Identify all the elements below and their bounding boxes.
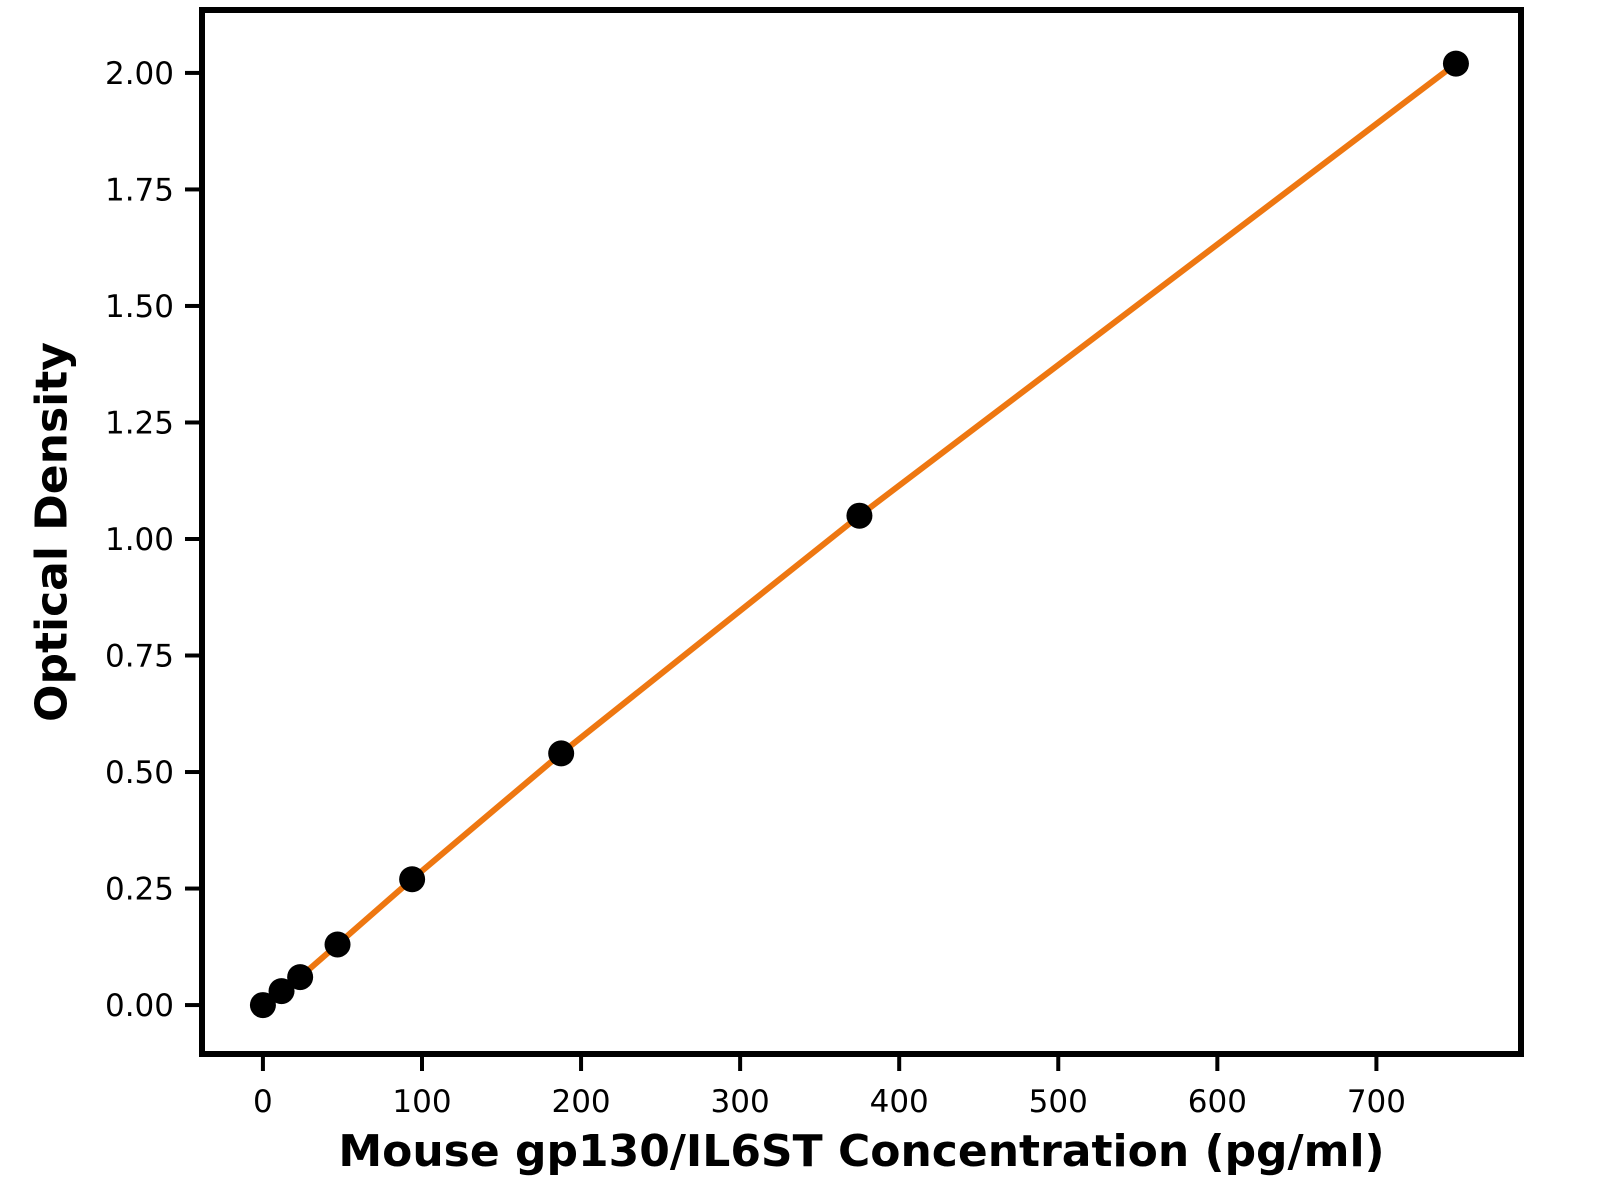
data-point [287,964,314,991]
y-axis-title: Optical Density [26,342,78,722]
y-axis-tick-label: 2.00 [105,56,174,92]
y-axis-tick-label: 0.25 [105,872,174,908]
x-axis-tick-label: 0 [253,1084,273,1120]
data-point [1442,50,1469,77]
y-axis-tick-label: 0.00 [105,988,174,1024]
y-axis-tick-label: 1.50 [105,289,174,325]
y-axis-tick-label: 1.00 [105,522,174,558]
x-axis-title: Mouse gp130/IL6ST Concentration (pg/ml) [338,1126,1385,1177]
data-point [846,502,873,529]
data-point [548,740,575,767]
x-axis-tick-label: 700 [1347,1084,1406,1120]
data-point [324,931,351,958]
x-axis-tick-label: 300 [711,1084,770,1120]
x-axis-tick-label: 100 [392,1084,451,1120]
x-axis-tick-label: 500 [1029,1084,1088,1120]
x-axis-tick-label: 600 [1188,1084,1247,1120]
x-axis-tick-label: 200 [551,1084,610,1120]
y-axis-tick-label: 0.50 [105,755,174,791]
plot-border [199,7,1524,1057]
x-axis-tick-label: 400 [870,1084,929,1120]
y-axis-tick-label: 0.75 [105,639,174,675]
y-axis-tick-label: 1.75 [105,172,174,208]
data-point [268,978,295,1005]
y-axis-tick-label: 1.25 [105,405,174,441]
data-point [399,866,426,893]
data-point [249,992,276,1019]
